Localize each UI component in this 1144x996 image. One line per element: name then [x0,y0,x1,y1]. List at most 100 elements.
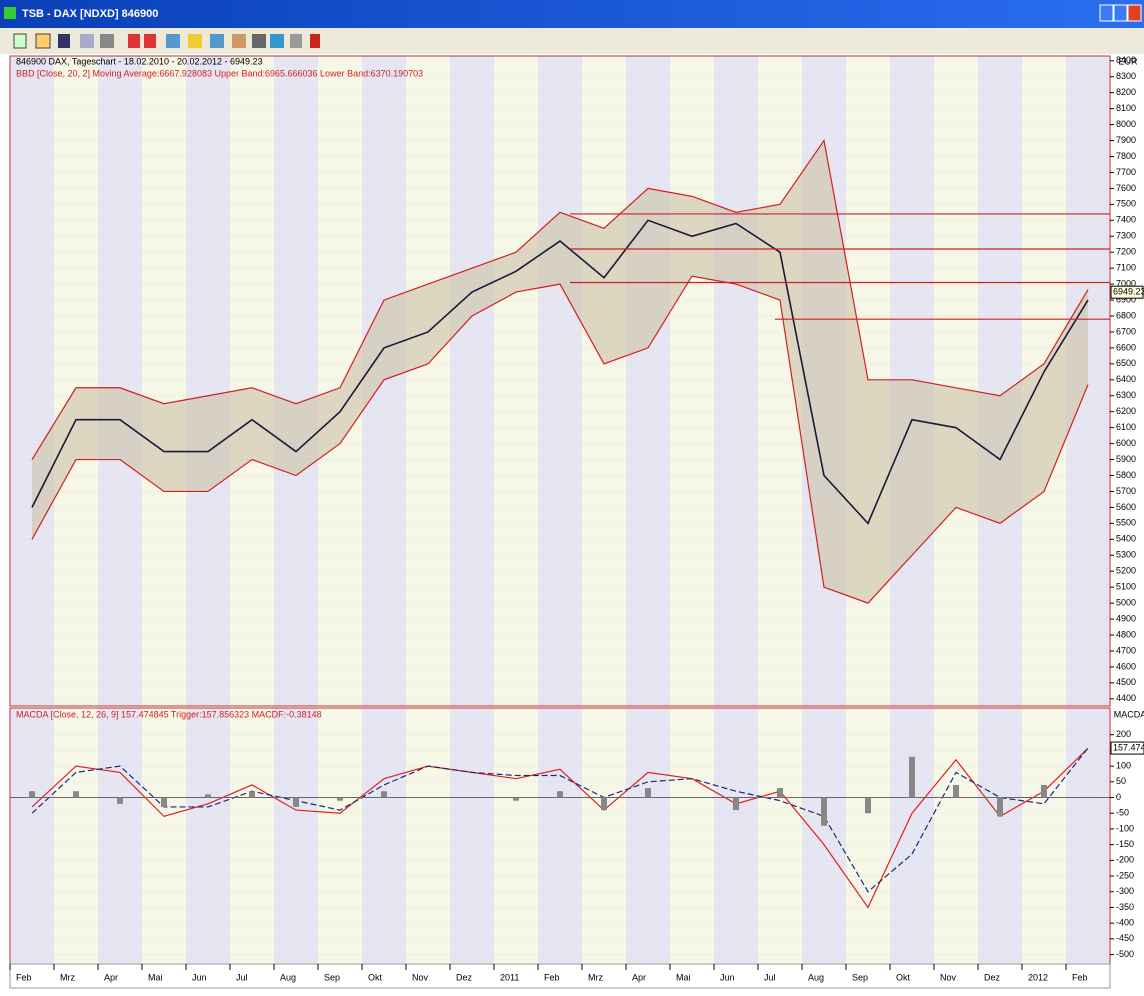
x-tick-label: Apr [104,972,118,982]
macd-histogram-bar [1041,784,1047,798]
month-shade [142,708,186,964]
month-shade [978,56,1022,706]
month-shade [802,708,846,964]
month-shade [846,708,890,964]
restore-button[interactable] [1113,4,1128,22]
month-shade [362,708,406,964]
tool-button[interactable] [188,34,202,48]
y-tick-label: 6600 [1116,342,1136,352]
last-macd-label: 157.4748 [1113,742,1144,752]
tool-button[interactable] [100,34,114,48]
y-tick-label: 5600 [1116,502,1136,512]
month-shade [274,708,318,964]
y-tick-label: 7500 [1116,199,1136,209]
x-tick-label: Feb [544,972,560,982]
x-tick-label: Jun [720,972,735,982]
tool-button[interactable] [13,33,27,49]
macd-histogram-bar [821,797,827,826]
y-tick-label: 6500 [1116,358,1136,368]
tool-button[interactable] [252,34,266,48]
month-shade [274,56,318,706]
price-legend: 846900 DAX, Tageschart - 18.02.2010 - 20… [16,56,263,66]
tool-button[interactable] [144,34,156,48]
tool-button[interactable] [35,33,51,49]
x-tick-label: 2012 [1028,972,1048,982]
last-macd-box [1110,741,1144,755]
price-line [31,139,1089,460]
macd-histogram-bar [601,797,607,811]
y-tick-label: 100 [1116,760,1131,770]
x-tick-label: Aug [808,972,824,982]
month-shade [758,708,802,964]
month-shade [934,708,978,964]
month-shade [670,56,714,706]
tool-button[interactable] [128,34,140,48]
y-tick-label: 5000 [1116,597,1136,607]
x-tick-label: Nov [940,972,957,982]
x-tick-label: Jun [192,972,207,982]
tool-button[interactable] [290,34,302,48]
y-tick-label: 4600 [1116,661,1136,671]
y-tick-label: 5800 [1116,470,1136,480]
month-shade [450,708,494,964]
macd-histogram-bar [645,788,651,798]
y-tick-label: -500 [1116,949,1134,959]
tool-button[interactable] [210,34,224,48]
x-tick-label: Feb [16,972,32,982]
y-tick-label: 4700 [1116,645,1136,655]
month-shade [54,56,98,706]
y-tick-label: 8000 [1116,119,1136,129]
y-tick-label: 200 [1116,729,1131,739]
minimize-button[interactable] [1099,4,1114,22]
month-shade [406,708,450,964]
app-icon [4,7,16,19]
y-tick-label: 5300 [1116,550,1136,560]
y-tick-label: 5900 [1116,454,1136,464]
month-shade [626,708,670,964]
y-tick-label: 4400 [1116,693,1136,703]
macd-histogram-bar [381,791,387,798]
y-tick-label: 5700 [1116,486,1136,496]
macd-histogram-bar [73,791,79,798]
month-shade [1022,708,1066,964]
price-panel-frame [9,55,1111,707]
y-tick-label: -150 [1116,839,1134,849]
y-tick-label: 7800 [1116,151,1136,161]
y-tick-label: 6200 [1116,406,1136,416]
month-shade [934,56,978,706]
tool-button[interactable] [80,34,94,48]
y-tick-label: -450 [1116,933,1134,943]
macd-histogram-bar [777,788,783,798]
plot-area [10,56,1110,964]
last-price-label: 6949.23 [1113,287,1144,297]
x-tick-label: Mrz [60,972,75,982]
y-tick-label: 50 [1116,776,1126,786]
month-shade [10,56,54,706]
month-shade [318,708,362,964]
month-shade [538,56,582,706]
y-tick-label: 5100 [1116,582,1136,592]
toolbar-icons [13,33,320,49]
month-shade [186,708,230,964]
x-tick-label: Mai [148,972,163,982]
month-shade [450,56,494,706]
tool-button[interactable] [166,34,180,48]
month-shade [186,56,230,706]
month-shade [714,56,758,706]
x-tick-label: Apr [632,972,646,982]
macd-histogram-bar [513,797,519,801]
month-shade [142,56,186,706]
tool-button[interactable] [310,34,320,48]
macd-histogram-bar [557,791,563,798]
macd-histogram-bar [953,784,959,798]
tool-button[interactable] [58,34,70,48]
tool-button[interactable] [270,34,284,48]
tool-button[interactable] [232,34,246,48]
macd-histogram-bar [909,756,915,798]
month-shade [626,56,670,706]
close-button[interactable] [1127,4,1142,22]
x-tick-label: Dez [984,972,1001,982]
y-tick-label: 4800 [1116,629,1136,639]
